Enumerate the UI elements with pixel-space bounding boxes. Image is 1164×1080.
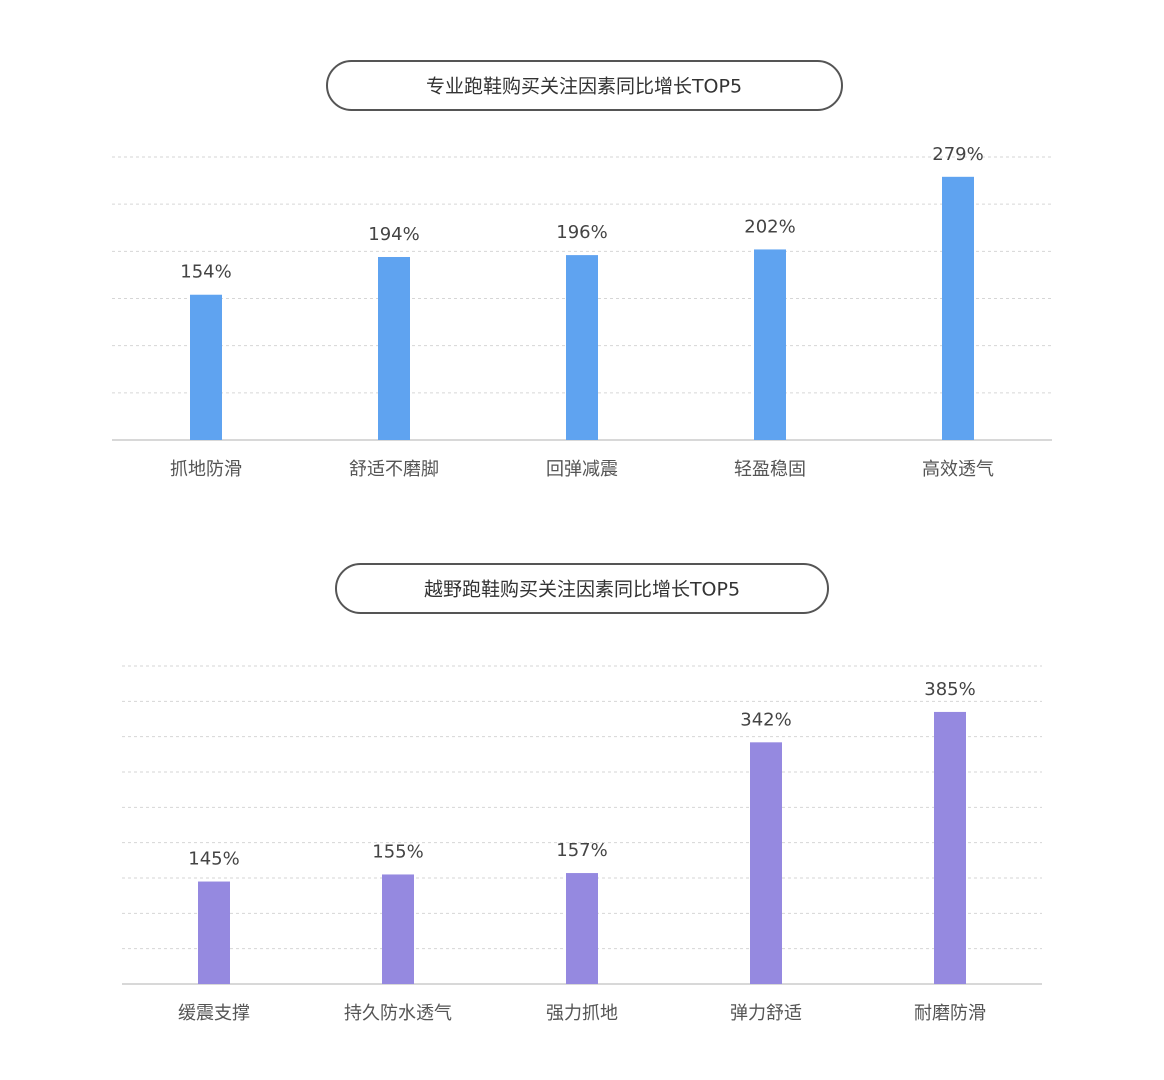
- x-tick-label: 轻盈稳固: [734, 459, 806, 480]
- bar: [378, 256, 410, 440]
- x-tick-label: 缓震支撑: [178, 1003, 250, 1024]
- bar: [198, 881, 230, 984]
- x-tick-label: 舒适不磨脚: [349, 459, 439, 480]
- title-pill: [326, 60, 843, 111]
- value-label: 196%: [556, 222, 607, 243]
- x-tick-label: 弹力舒适: [730, 1003, 802, 1024]
- bar: [566, 255, 598, 440]
- value-label: 155%: [372, 841, 423, 862]
- value-label: 385%: [924, 679, 975, 700]
- value-label: 202%: [744, 216, 795, 237]
- bar: [566, 873, 598, 984]
- bar: [934, 711, 966, 984]
- chart-title: 专业跑鞋购买关注因素同比增长TOP5: [426, 76, 742, 98]
- x-tick-label: 耐磨防滑: [914, 1003, 986, 1024]
- bar: [754, 249, 786, 440]
- x-tick-label: 强力抓地: [546, 1003, 618, 1024]
- x-tick-label: 抓地防滑: [170, 459, 242, 480]
- x-tick-label: 持久防水透气: [344, 1003, 452, 1024]
- bar: [382, 874, 414, 984]
- bar: [190, 294, 222, 440]
- bar: [750, 742, 782, 984]
- value-label: 342%: [740, 709, 791, 730]
- x-tick-label: 回弹减震: [546, 459, 618, 480]
- title-pill: [335, 563, 829, 614]
- value-label: 154%: [180, 262, 231, 283]
- value-label: 157%: [556, 840, 607, 861]
- value-label: 194%: [368, 224, 419, 245]
- value-label: 279%: [932, 144, 983, 165]
- bar: [942, 176, 974, 440]
- x-tick-label: 高效透气: [922, 459, 994, 480]
- value-label: 145%: [188, 849, 239, 870]
- chart-title: 越野跑鞋购买关注因素同比增长TOP5: [424, 579, 740, 601]
